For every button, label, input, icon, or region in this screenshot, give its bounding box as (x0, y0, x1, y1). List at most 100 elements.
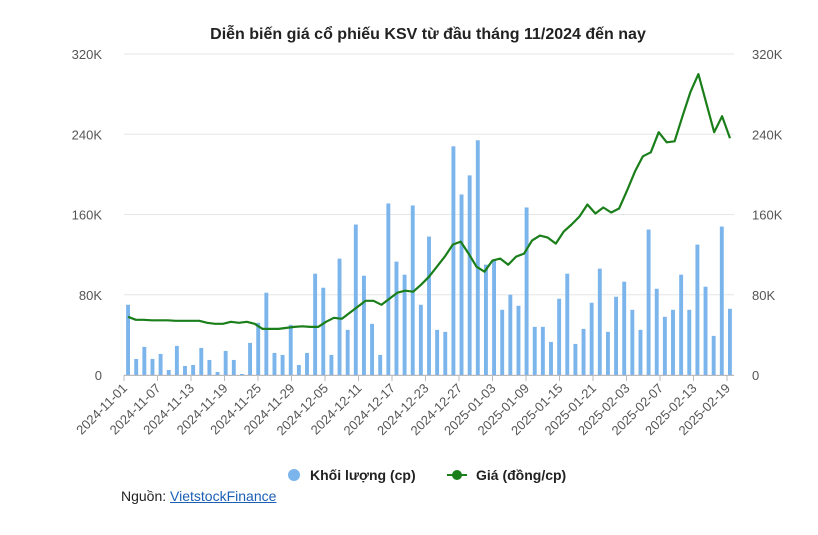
volume-bar (158, 353, 163, 375)
y-axis-right: 0 80K 160K 240K 320K (752, 47, 783, 383)
volume-bar (329, 354, 334, 375)
volume-bar (727, 308, 732, 375)
volume-bar (500, 309, 505, 375)
volume-bar (687, 309, 692, 375)
chart-title: Diễn biến giá cổ phiếu KSV từ đầu tháng … (210, 24, 646, 43)
volume-bar (174, 345, 179, 375)
volume-bar (183, 365, 187, 375)
volume-bar (435, 329, 440, 375)
volume-bar (516, 305, 521, 375)
volume-bar (695, 244, 700, 375)
volume-bar (654, 288, 659, 375)
legend-item-volume[interactable]: Khối lượng (cp) (288, 467, 416, 483)
legend-price-label: Giá (đồng/cp) (476, 467, 566, 483)
source-prefix: Nguồn: (121, 488, 171, 504)
volume-bar (492, 259, 497, 375)
x-axis: 2024-11-012024-11-072024-11-132024-11-19… (73, 375, 734, 438)
y-left-tick-label: 320K (72, 47, 103, 62)
volume-bar (402, 274, 407, 375)
y-right-tick-label: 160K (752, 208, 783, 223)
y-left-tick-label: 160K (72, 208, 103, 223)
volume-bar (353, 224, 358, 375)
volume-bar (378, 354, 383, 375)
volume-bar (597, 268, 602, 375)
volume-bar (239, 373, 244, 375)
legend: Khối lượng (cp) Giá (đồng/cp) (288, 467, 566, 483)
volume-bar (573, 343, 578, 375)
volume-bar (459, 194, 464, 375)
volume-bar (207, 359, 212, 375)
source-link[interactable]: VietstockFinance (170, 488, 277, 504)
volume-bar (646, 229, 651, 375)
volume-bar (622, 281, 627, 375)
volume-bar (711, 335, 716, 375)
legend-volume-label: Khối lượng (cp) (310, 467, 416, 483)
volume-bar (614, 296, 619, 375)
y-axis-left: 0 80K 160K 240K 320K (72, 47, 103, 383)
volume-bar (475, 140, 480, 375)
volume-bar (199, 347, 204, 375)
volume-bar (305, 352, 309, 375)
volume-bar (215, 371, 220, 375)
volume-bar (467, 175, 472, 375)
volume-bar (540, 326, 545, 375)
volume-bar (321, 287, 326, 375)
volume-bar (703, 286, 708, 375)
volume-bar (549, 341, 553, 375)
volume-bar (386, 203, 391, 375)
volume-bar (443, 331, 448, 375)
volume-bar (272, 352, 277, 375)
volume-bar (427, 236, 431, 375)
volume-bar (532, 326, 537, 375)
volume-bar (288, 324, 293, 375)
volume-bar (679, 274, 684, 375)
volume-bar (662, 316, 667, 375)
volume-bar (223, 350, 228, 375)
volume-bar (345, 329, 350, 375)
y-left-tick-label: 0 (95, 368, 102, 383)
y-right-tick-label: 0 (752, 368, 759, 383)
volume-bar (361, 275, 366, 375)
y-right-tick-label: 320K (752, 47, 783, 62)
volume-bar (337, 258, 342, 375)
volume-bar (719, 226, 724, 375)
volume-bar (126, 304, 131, 375)
volume-bar (630, 309, 635, 375)
volume-bar (394, 261, 399, 375)
volume-bar (142, 346, 147, 375)
volume-bar (671, 309, 675, 375)
y-right-tick-label: 240K (752, 127, 783, 142)
volume-bar (589, 302, 594, 375)
volume-bar (150, 358, 155, 375)
volume-bar (191, 364, 196, 375)
legend-volume-marker (288, 469, 300, 481)
volume-bar (134, 358, 139, 375)
price-line (127, 72, 732, 330)
y-right-tick-label: 80K (752, 288, 775, 303)
volume-bar (256, 322, 261, 375)
volume-bar (370, 323, 375, 375)
volume-bar (248, 342, 253, 375)
volume-bar (638, 329, 643, 375)
volume-bar (524, 207, 529, 375)
volume-bar (557, 298, 562, 375)
volume-bar (565, 273, 570, 375)
volume-bar (605, 331, 610, 375)
volume-bar (581, 328, 586, 375)
volume-bar (166, 369, 171, 375)
volume-bar (264, 292, 269, 375)
legend-item-price[interactable]: Giá (đồng/cp) (447, 467, 566, 483)
source-note: Nguồn: VietstockFinance (121, 488, 276, 504)
volume-bar (483, 264, 488, 375)
volume-bars (126, 140, 732, 375)
volume-bar (296, 364, 301, 375)
y-left-tick-label: 80K (79, 288, 102, 303)
volume-bar (418, 304, 423, 375)
price-series-line (127, 72, 732, 330)
volume-bar (280, 354, 285, 375)
volume-bar (313, 273, 318, 375)
y-left-tick-label: 240K (72, 127, 103, 142)
volume-bar (508, 294, 513, 375)
volume-bar (410, 205, 415, 375)
